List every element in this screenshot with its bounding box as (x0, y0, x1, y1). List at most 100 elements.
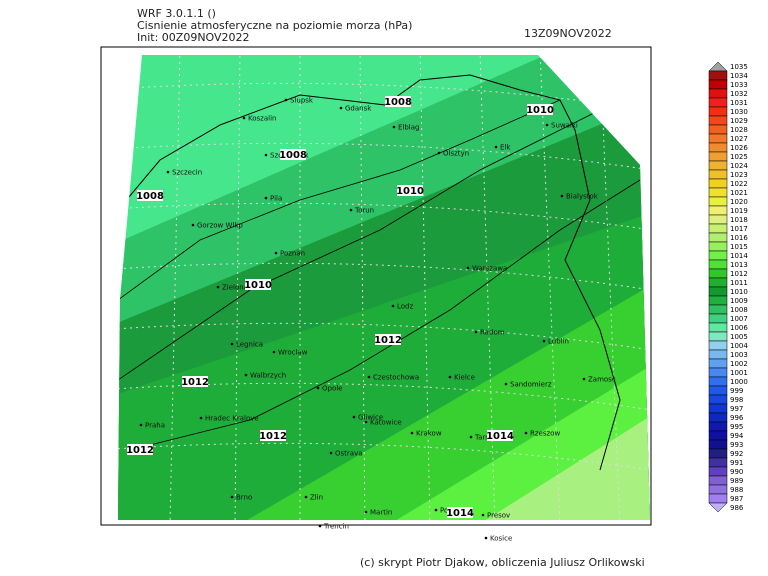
city-dot (474, 330, 478, 334)
colorbar-cell (708, 331, 728, 342)
colorbar-label: 1018 (730, 216, 748, 224)
city-label: Koszalin (248, 115, 276, 123)
colorbar-cell (708, 187, 728, 198)
city-dot (437, 151, 441, 155)
city-label: Sandomierz (510, 381, 552, 389)
colorbar-cell (708, 61, 728, 72)
colorbar-cell (708, 421, 728, 432)
colorbar-cell (708, 214, 728, 225)
map-frame (100, 46, 652, 526)
colorbar-cell (708, 106, 728, 117)
city-label: Zlin (310, 494, 323, 502)
city-label: Opole (322, 385, 343, 393)
city-label: Tarnow (474, 434, 500, 442)
city-label: Szczecin (172, 169, 202, 177)
isobar-label: 1010 (244, 280, 272, 291)
colorbar-cell (708, 457, 728, 468)
colorbar-label: 1008 (730, 306, 748, 314)
colorbar-label: 1010 (730, 288, 748, 296)
isobar-label-bg (527, 104, 553, 115)
city-label: Martin (370, 509, 392, 517)
city-dot (199, 416, 203, 420)
isobar-label: 1010 (526, 105, 554, 116)
colorbar-cell (708, 484, 728, 495)
colorbar-cell (708, 304, 728, 315)
colorbar-cell (708, 448, 728, 459)
city-dot (329, 451, 333, 455)
colorbar-cell (708, 322, 728, 333)
colorbar-label: 1012 (730, 270, 748, 278)
isobar-label-bg (385, 96, 411, 107)
city-label: Warszawa (472, 265, 507, 273)
colorbar-cell (708, 268, 728, 279)
isobar-label-bg (487, 430, 513, 441)
colorbar-label: 1006 (730, 324, 748, 332)
city-label: Kielce (454, 374, 475, 382)
city-dot (264, 153, 268, 157)
colorbar-label: 1028 (730, 126, 748, 134)
isobar-label-bg (182, 376, 208, 387)
isobar-label-bg (245, 279, 271, 290)
city-dot (244, 373, 248, 377)
city-label: Brno (236, 494, 252, 502)
colorbar-cell (708, 349, 728, 360)
colorbar-label: 1026 (730, 144, 748, 152)
isobar-label: 1010 (396, 186, 424, 197)
isobar-label-bg (280, 149, 306, 160)
colorbar-label: 992 (730, 450, 743, 458)
colorbar-label: 1007 (730, 315, 748, 323)
colorbar-cell (708, 295, 728, 306)
city-dot (542, 339, 546, 343)
city-dot (524, 431, 528, 435)
colorbar-cell (708, 133, 728, 144)
isobar-label: 1008 (136, 191, 164, 202)
colorbar-cell (708, 412, 728, 423)
colorbar-cell (708, 394, 728, 405)
colorbar-label: 1016 (730, 234, 748, 242)
colorbar-label: 1001 (730, 369, 748, 377)
colorbar-cell (708, 88, 728, 99)
city-label: Lublin (548, 338, 569, 346)
colorbar-label: 1033 (730, 81, 748, 89)
city-dot (304, 495, 308, 499)
colorbar-label: 1034 (730, 72, 748, 80)
colorbar-cell (708, 142, 728, 153)
city-dot (166, 170, 170, 174)
colorbar-label: 1024 (730, 162, 748, 170)
city-label: Gorzow Wlkp (197, 222, 243, 230)
colorbar-cell (708, 196, 728, 207)
city-label: Presov (487, 512, 510, 520)
colorbar-cell (708, 376, 728, 387)
city-dot (216, 285, 220, 289)
colorbar-label: 994 (730, 432, 744, 440)
colorbar-cell (708, 79, 728, 90)
city-dot (504, 382, 508, 386)
colorbar-label: 1005 (730, 333, 748, 341)
city-dot (434, 508, 438, 512)
isobar-label-bg (375, 334, 401, 345)
city-label: Walbrzych (250, 372, 286, 380)
colorbar-cell (708, 358, 728, 369)
city-label: Bialystok (566, 193, 599, 201)
city-dot (466, 266, 470, 270)
city-dot (582, 377, 586, 381)
colorbar-cell (708, 115, 728, 126)
colorbar-label: 999 (730, 387, 743, 395)
colorbar-cell (708, 277, 728, 288)
city-label: Ostrava (335, 450, 363, 458)
colorbar-label: 995 (730, 423, 743, 431)
city-dot (494, 145, 498, 149)
colorbar-cell (708, 232, 728, 243)
city-label: Gliwice (358, 414, 383, 422)
colorbar-cell (708, 286, 728, 297)
colorbar-label: 988 (730, 486, 743, 494)
isobar-label: 1014 (486, 431, 514, 442)
isobar-label-bg (447, 507, 473, 518)
city-dot (349, 208, 353, 212)
colorbar-cell (708, 178, 728, 189)
city-dot (316, 386, 320, 390)
city-dot (264, 196, 268, 200)
isobar-label: 1012 (181, 377, 209, 388)
city-dot (284, 98, 288, 102)
city-dot (230, 495, 234, 499)
